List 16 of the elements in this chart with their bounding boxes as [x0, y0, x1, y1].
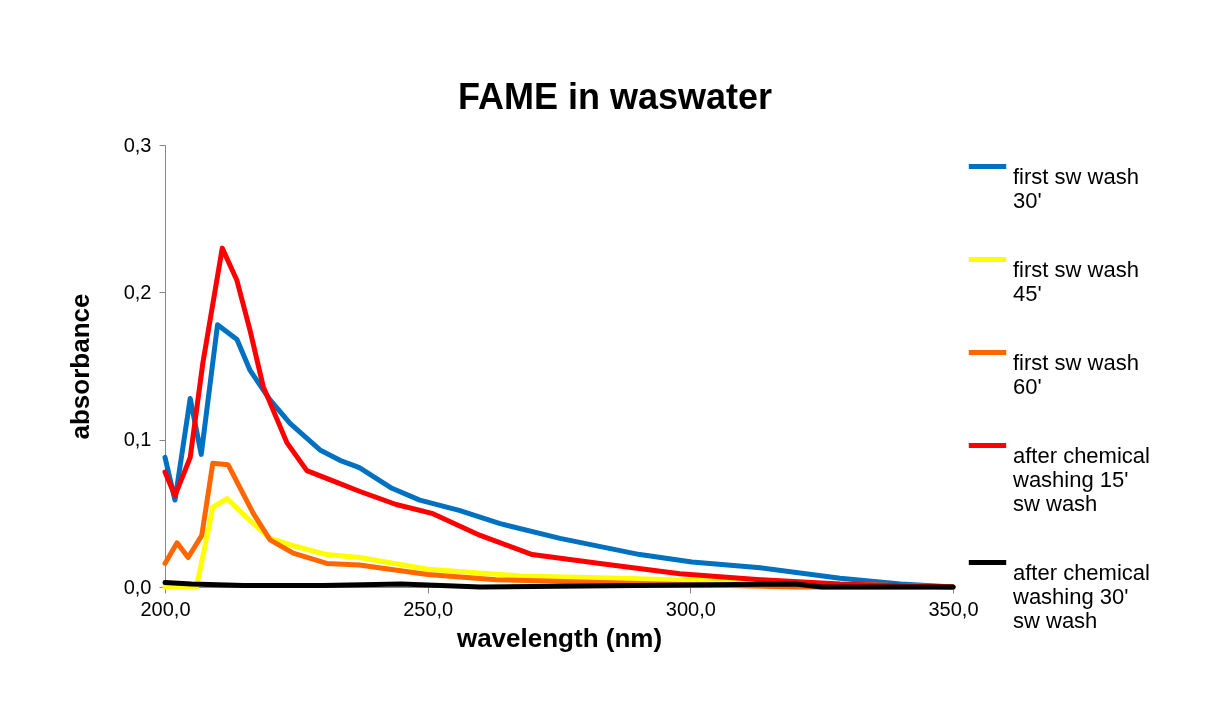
y-tick-label: 0,3	[123, 133, 152, 156]
legend-label: first sw wash 45'	[1013, 256, 1139, 306]
y-axis-title: absorbance	[64, 293, 95, 440]
legend-label: first sw wash 30'	[1013, 163, 1139, 213]
legend-label: after chemical washing 30' sw wash	[1012, 559, 1150, 633]
chart-title: FAME in waswater	[457, 76, 773, 117]
x-tick-label: 250,0	[403, 597, 454, 620]
legend-label: after chemical washing 15' sw wash	[1012, 442, 1150, 516]
y-tick-label: 0,2	[123, 280, 152, 303]
x-tick-label: 200,0	[140, 597, 191, 620]
y-tick-label: 0,1	[123, 428, 152, 451]
x-tick-label: 350,0	[928, 597, 979, 620]
x-tick-label: 300,0	[665, 597, 716, 620]
legend-label: first sw wash 60'	[1013, 349, 1139, 399]
x-axis-title: wavelength (nm)	[455, 622, 663, 653]
y-tick-label: 0,0	[123, 575, 152, 598]
